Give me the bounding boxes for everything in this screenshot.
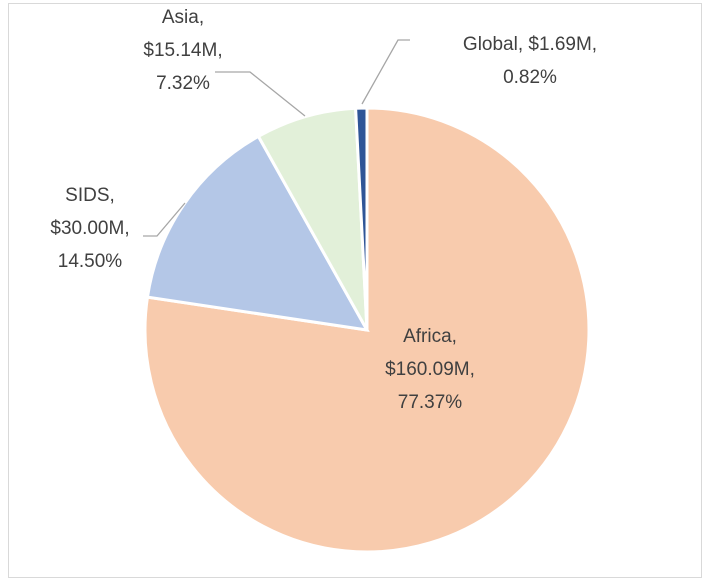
data-label: 77.37% (398, 392, 463, 413)
leader-line (215, 71, 306, 117)
separator: , (199, 7, 204, 28)
data-label: $30.00M, (50, 218, 129, 239)
separator: , (518, 34, 523, 55)
value-label: $15.14M (143, 40, 217, 61)
separator: , (470, 359, 475, 380)
value-label: $30.00M (50, 218, 124, 239)
pie (143, 106, 591, 554)
separator: , (110, 185, 115, 206)
leader-line (361, 39, 410, 105)
percent-label: 14.50% (58, 251, 123, 272)
category-label: Global (463, 34, 518, 55)
percent-label: 0.82% (503, 67, 557, 88)
category-label: Africa (403, 326, 452, 347)
data-label: 0.82% (503, 67, 557, 88)
category-label: Asia (162, 7, 199, 28)
data-label: $15.14M, (143, 40, 222, 61)
pie-slice (354, 106, 369, 331)
data-label: Global, $1.69M, (463, 34, 597, 55)
pie-slice (256, 106, 369, 331)
data-labels: Africa,$160.09M,77.37%SIDS,$30.00M,14.50… (50, 7, 597, 413)
separator: , (124, 218, 129, 239)
separator: , (217, 40, 222, 61)
data-label: Africa, (403, 326, 457, 347)
separator: , (592, 34, 597, 55)
data-label: 14.50% (58, 251, 123, 272)
data-label: $160.09M, (385, 359, 475, 380)
data-label: Asia, (162, 7, 204, 28)
data-label: SIDS, (65, 185, 115, 206)
leader-line (143, 202, 186, 237)
value-label: $160.09M (385, 359, 470, 380)
separator: , (452, 326, 457, 347)
category-label: SIDS (65, 185, 109, 206)
value-label: $1.69M (528, 34, 591, 55)
percent-label: 77.37% (398, 392, 463, 413)
data-label: 7.32% (156, 73, 210, 94)
percent-label: 7.32% (156, 73, 210, 94)
